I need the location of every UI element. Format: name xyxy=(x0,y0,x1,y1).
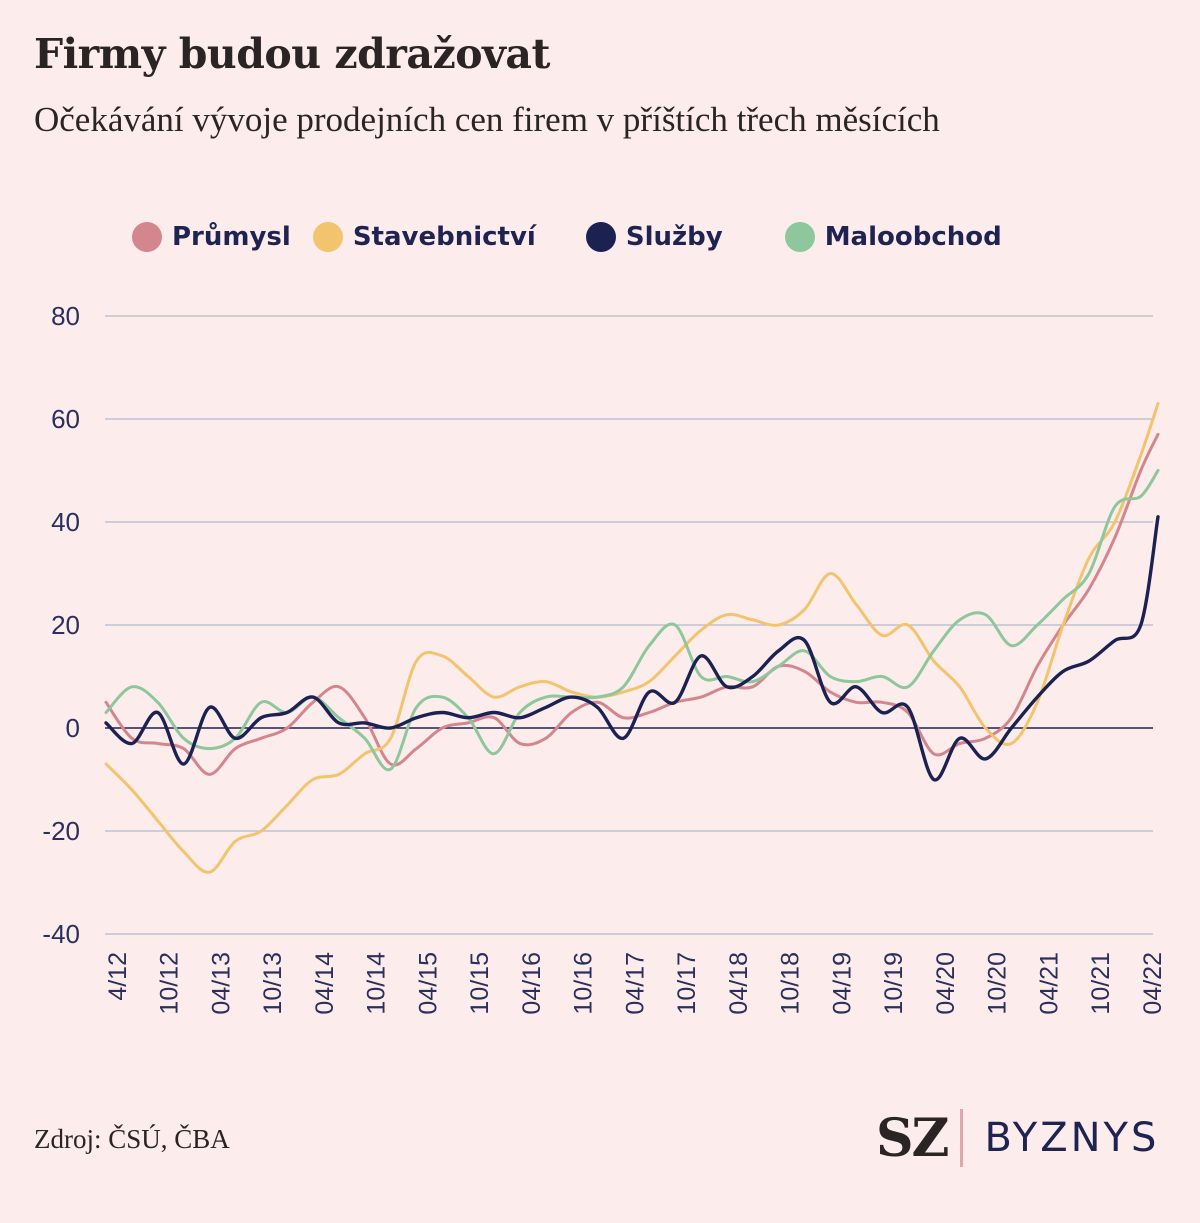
x-tick-label: 04/21 xyxy=(1035,952,1063,1015)
x-tick-label: 04/18 xyxy=(725,952,753,1015)
x-tick-label: 04/22 xyxy=(1139,952,1167,1015)
x-tick-label: 04/15 xyxy=(414,952,442,1015)
x-tick-label: 10/13 xyxy=(259,952,287,1015)
y-tick-label: -40 xyxy=(42,919,80,949)
series-line-sluzby xyxy=(104,515,1160,782)
legend-label-sluzby: Služby xyxy=(625,222,723,252)
x-tick-label: 10/15 xyxy=(466,952,494,1015)
chart-title: Firmy budou zdražovat xyxy=(34,30,550,78)
legend-item-sluzby: Služby xyxy=(585,222,723,252)
brand-sz: SZ xyxy=(876,1107,950,1169)
x-tick-label: 04/17 xyxy=(621,952,649,1015)
brand-logo: SZ BYZNYS xyxy=(876,1106,1159,1170)
x-axis-labels: 4/12 10/12 04/13 10/13 04/14 10/14 04/15 10/15 0… xyxy=(104,952,1167,1015)
x-tick-label: 10/12 xyxy=(156,952,184,1015)
legend-label-maloobchod: Maloobchod xyxy=(824,222,1002,252)
x-tick-label: 10/18 xyxy=(777,952,805,1015)
x-tick-label: 4/12 xyxy=(104,952,132,1001)
y-tick-label: 80 xyxy=(51,301,80,331)
x-tick-label: 04/16 xyxy=(518,952,546,1015)
y-axis-labels: 80 60 40 20 0 -20 -40 xyxy=(42,301,80,949)
x-tick-label: 04/19 xyxy=(828,952,856,1015)
legend-label-prumysl: Průmysl xyxy=(172,222,291,252)
y-tick-label: 0 xyxy=(66,713,80,743)
y-tick-label: 20 xyxy=(51,610,80,640)
x-tick-label: 10/19 xyxy=(880,952,908,1015)
legend-dot-stavebnictvi xyxy=(312,222,343,252)
legend-label-stavebnictvi: Stavebnictví xyxy=(352,222,536,252)
x-tick-label: 10/17 xyxy=(673,952,701,1015)
legend-dot-prumysl xyxy=(132,222,162,252)
x-tick-label: 04/14 xyxy=(311,952,339,1015)
x-tick-label: 10/20 xyxy=(984,952,1012,1015)
legend-item-maloobchod: Maloobchod xyxy=(784,222,1002,252)
legend-item-prumysl: Průmysl xyxy=(132,222,291,252)
legend-dot-maloobchod xyxy=(784,222,815,252)
source-note: Zdroj: ČSÚ, ČBA xyxy=(34,1124,230,1154)
series-line-stavebnictvi xyxy=(104,402,1160,874)
brand-divider xyxy=(959,1109,963,1167)
chart-legend: Průmysl Stavebnictví Služby Maloobchod xyxy=(132,222,1002,252)
chart-grid xyxy=(105,315,1153,935)
x-tick-label: 10/16 xyxy=(570,952,598,1015)
x-tick-label: 04/13 xyxy=(207,952,235,1015)
x-tick-label: 04/20 xyxy=(932,952,960,1015)
chart-series-lines xyxy=(104,402,1160,874)
y-tick-label: 40 xyxy=(51,507,80,537)
x-tick-label: 10/14 xyxy=(363,952,391,1015)
y-tick-label: -20 xyxy=(42,816,80,846)
x-tick-label: 10/21 xyxy=(1087,952,1115,1015)
chart-subtitle: Očekávání vývoje prodejních cen firem v … xyxy=(34,100,940,139)
y-tick-label: 60 xyxy=(51,404,80,434)
brand-byznys: BYZNYS xyxy=(984,1115,1160,1161)
legend-item-stavebnictvi: Stavebnictví xyxy=(312,222,536,252)
legend-dot-sluzby xyxy=(585,222,616,252)
